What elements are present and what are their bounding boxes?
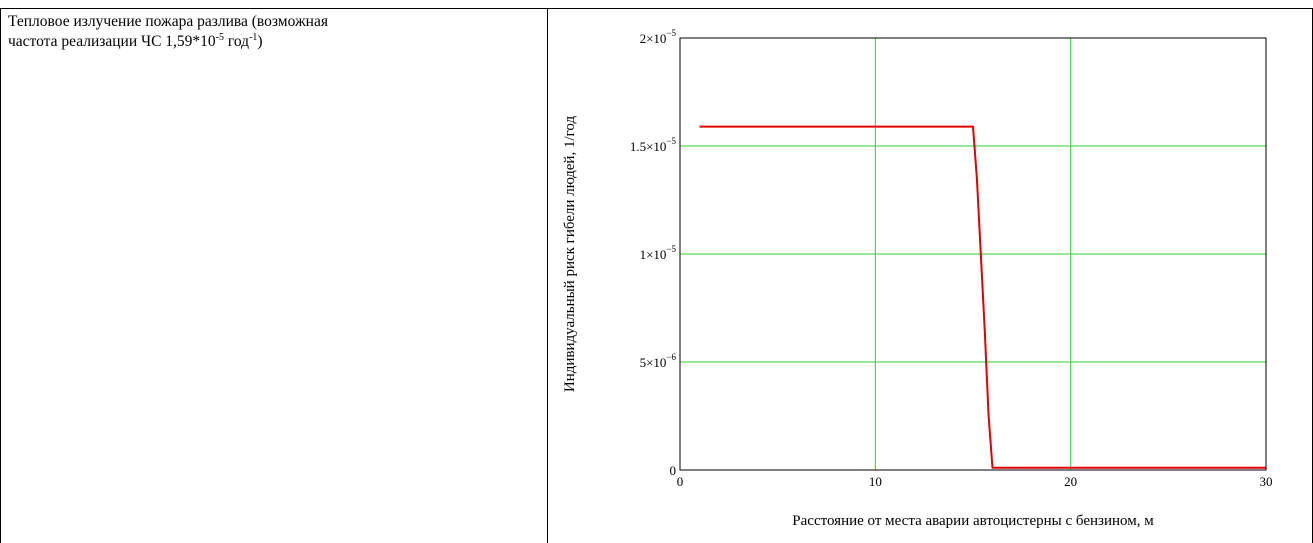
y-tick-label: 2×10−5: [640, 28, 677, 46]
x-tick-label: 10: [869, 474, 882, 489]
y-tick-label: 1.5×10−5: [630, 136, 677, 154]
risk-series-line: [699, 125, 1266, 469]
y-tick-label: 0: [670, 463, 677, 478]
caption-unit: год: [224, 33, 250, 50]
x-tick-label: 30: [1260, 474, 1273, 489]
y-tick-label: 1×10−5: [640, 244, 677, 262]
caption-close-paren: ): [257, 33, 263, 50]
grid-layer: [680, 38, 1266, 470]
x-axis-title: Расстояние от места аварии автоцистерны …: [792, 513, 1154, 529]
y-axis-title: Индивидуальный риск гибели людей, 1/год: [562, 116, 578, 393]
plot-frame-layer: [679, 37, 1267, 471]
y-tick-mantissa: 5×10: [640, 355, 667, 370]
y-tick-exponent: −5: [666, 28, 676, 38]
y-tick-label: 5×10−6: [640, 352, 677, 370]
chart-cell: 0 10 20 30 0 5×10−6 1×10−5 1.5×10−5 2×10−5 Расст…: [548, 9, 1313, 543]
caption-exponent-2: -1: [249, 31, 258, 43]
plot-frame: [679, 37, 1267, 471]
x-tick-label: 0: [677, 474, 684, 489]
caption-line-1: Тепловое излучение пожара разлива (возмо…: [8, 13, 328, 30]
y-tick-exponent: −5: [666, 136, 676, 146]
caption-exponent-1: -5: [215, 31, 225, 43]
caption-cell: Тепловое излучение пожара разлива (возмо…: [0, 9, 548, 543]
y-tick-exponent: −6: [666, 352, 676, 362]
y-tick-mantissa: 2×10: [640, 31, 667, 46]
x-tick-label: 20: [1064, 474, 1077, 489]
y-tick-exponent: −5: [666, 244, 676, 254]
caption-line-2-text: частота реализации ЧС 1,59*10: [8, 33, 216, 50]
y-tick-mantissa: 0: [670, 463, 677, 478]
chart-caption: Тепловое излучение пожара разлива (возмо…: [8, 12, 508, 52]
document-table: Тепловое излучение пожара разлива (возмо…: [0, 8, 1313, 543]
y-tick-mantissa: 1×10: [640, 247, 667, 262]
y-tick-mantissa: 1.5×10: [630, 139, 667, 154]
series-layer: [699, 125, 1266, 469]
